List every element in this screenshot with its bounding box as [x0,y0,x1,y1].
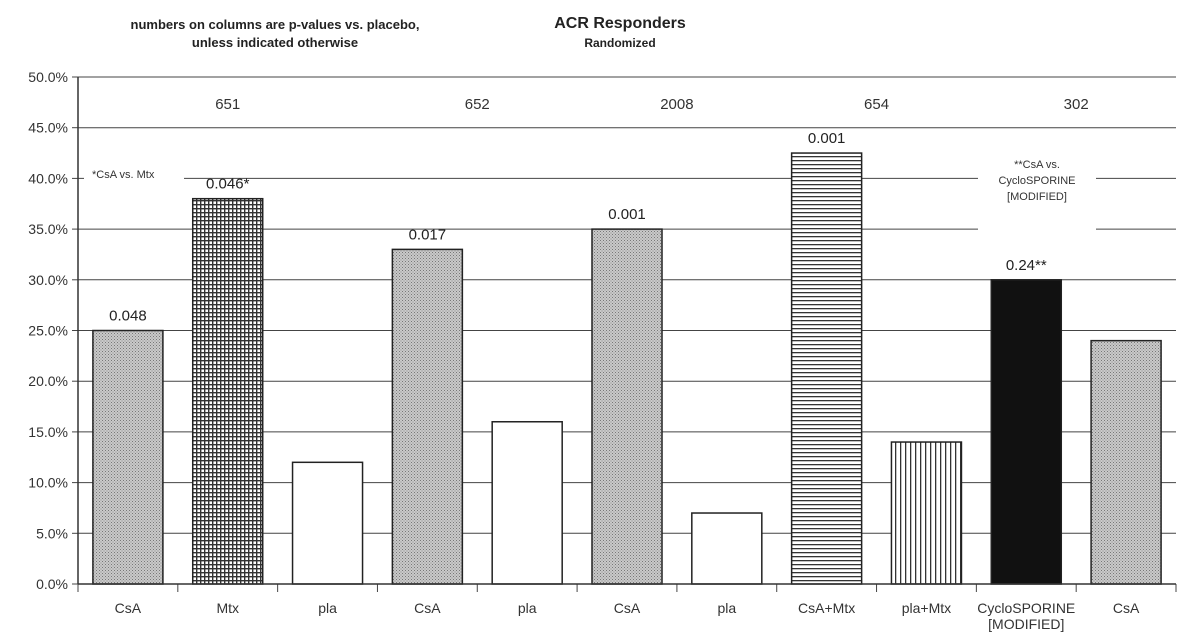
chart-title: ACR Responders [554,15,686,32]
bar-8 [890,441,963,585]
p-value-label: 0.001 [608,206,646,223]
category-label: CsA [1113,600,1140,616]
study-label: 654 [864,96,889,113]
category-label: CsA [614,600,641,616]
chart-note: numbers on columns are p-values vs. plac… [60,16,490,52]
p-value-label: 0.001 [808,130,846,147]
chart-subtitle: Randomized [584,36,656,50]
study-label: 651 [215,96,240,113]
bar-6 [691,512,763,585]
category-label: [MODIFIED] [988,616,1064,632]
chart-text: 0.0% 5.0% 10.0% 15.0% 20.0% 25.0% 30.0% 35.0% 40… [28,69,1140,632]
y-tick-label: 0.0% [36,576,68,592]
y-tick-label: 50.0% [28,69,68,85]
category-label: CycloSPORINE [977,600,1075,616]
bar-0 [92,329,164,585]
bar-9 [990,279,1063,585]
annotation-csa-vs-mtx: *CsA vs. Mtx [92,169,155,181]
chart-note-line-2: unless indicated otherwise [191,35,359,50]
y-tick-label: 45.0% [28,120,68,136]
axes [72,76,1177,592]
chart-title-block: ACR Responders Randomized [500,14,740,52]
annotation-backdrop [84,163,184,185]
y-tick-label: 5.0% [36,525,68,541]
study-label: 2008 [660,96,693,113]
bar-3 [391,248,464,585]
category-label: pla [717,600,736,616]
bar-2 [291,461,364,585]
y-tick-label: 25.0% [28,323,68,339]
bar-5 [591,228,663,585]
bar-10 [1090,339,1162,585]
y-tick-label: 20.0% [28,373,68,389]
category-label: pla [518,600,537,616]
study-label: 652 [465,96,490,113]
annotation-csa-vs-cyclosporine: **CsA vs. [1014,159,1060,171]
annotation-csa-vs-cyclosporine: CycloSPORINE [998,175,1075,187]
p-value-label: 0.017 [409,226,447,243]
category-label: pla [318,600,337,616]
category-label: pla+Mtx [902,600,951,616]
category-label: CsA+Mtx [798,600,855,616]
annotation-csa-vs-cyclosporine: [MODIFIED] [1007,191,1067,203]
category-label: CsA [414,600,441,616]
category-label: Mtx [216,600,239,616]
y-tick-label: 35.0% [28,221,68,237]
chart-note-line-1: numbers on columns are p-values vs. plac… [130,17,420,32]
p-value-label: 0.24** [1006,257,1047,274]
y-tick-label: 40.0% [28,170,68,186]
category-label: CsA [115,600,142,616]
p-value-label: 0.046* [206,176,250,193]
y-tick-label: 15.0% [28,424,68,440]
bar-1 [191,197,264,585]
p-value-label: 0.048 [109,308,147,325]
annotation-backdrop [978,152,1096,232]
y-tick-label: 10.0% [28,475,68,491]
bar-7 [790,152,863,585]
y-tick-label: 30.0% [28,272,68,288]
bars [92,152,1162,585]
study-label: 302 [1064,96,1089,113]
bar-4 [491,421,563,585]
